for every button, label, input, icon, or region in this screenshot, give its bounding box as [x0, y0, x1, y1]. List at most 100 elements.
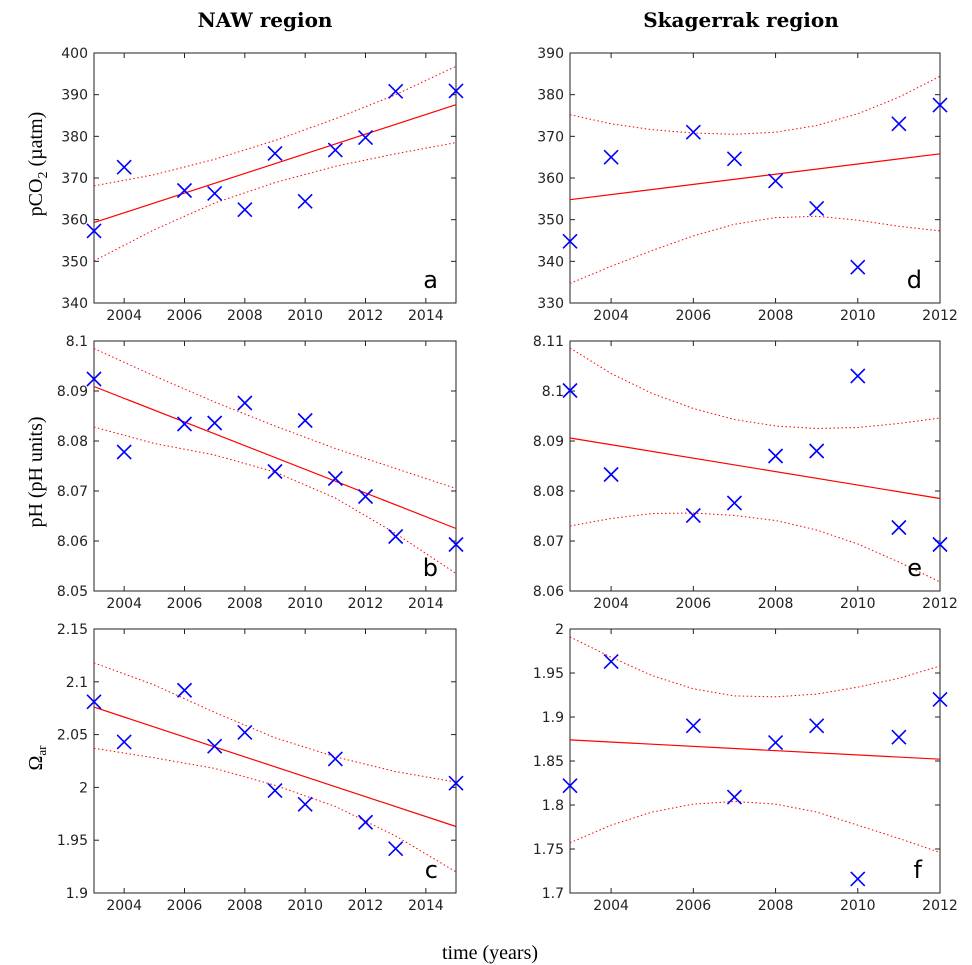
x-tick-label: 2004	[106, 898, 142, 914]
y-tick-label: 8.06	[57, 534, 88, 550]
panel-e: 2004 2006 2008 2010 2012 8.06 8.07 8.08 8.09 8.1 8…	[533, 334, 958, 612]
x-tick-label: 2006	[676, 308, 712, 324]
y-tick-label: 380	[537, 88, 564, 104]
data-point-marker	[448, 83, 464, 99]
x-tick-label: 2010	[287, 898, 323, 914]
panel-f: 2004 2006 2008 2010 2012 1.7 1.75 1.8 1.85 1.9 1.9…	[533, 622, 958, 914]
x-tick-label: 2008	[227, 308, 263, 324]
y-tick-label: 1.95	[533, 666, 564, 682]
axes-box-d	[569, 52, 941, 304]
data-point-marker	[388, 83, 404, 99]
y-tick-label: 8.09	[57, 384, 88, 400]
y-tick-label: 390	[537, 46, 564, 62]
data-point-marker	[726, 495, 743, 511]
data-point-marker	[116, 734, 132, 750]
x-tick-label: 2014	[408, 596, 444, 612]
data-point-marker	[297, 193, 313, 209]
data-point-marker	[86, 371, 102, 387]
y-tick-label: 2.1	[66, 675, 88, 691]
x-tick-label: 2004	[593, 308, 629, 324]
data-point-marker	[237, 395, 253, 411]
data-point-marker	[448, 536, 464, 553]
y-tick-label: 350	[537, 213, 564, 229]
data-point-marker	[327, 751, 343, 767]
y-tick-label: 1.9	[66, 886, 88, 902]
confidence-lower-line	[569, 512, 941, 583]
panel-c: 2004 2006 2008 2010 2012 2014 1.9 1.95 2 2.05 2.1 2…	[57, 622, 464, 914]
y-tick-label: 340	[537, 254, 564, 270]
data-point-marker	[891, 116, 907, 132]
data-point-marker	[726, 151, 743, 167]
x-tick-label: 2006	[676, 596, 712, 612]
data-point-marker	[207, 185, 223, 201]
data-point-marker	[237, 202, 253, 218]
y-axis-label-ph-main: pH (pH units)	[25, 416, 47, 527]
x-tick-label: 2008	[758, 596, 794, 612]
regression-line	[93, 104, 457, 224]
data-point-marker	[448, 775, 464, 791]
x-tick-label: 2012	[922, 596, 958, 612]
y-tick-label: 1.9	[542, 710, 564, 726]
data-point-marker	[207, 415, 223, 431]
data-point-marker	[176, 182, 193, 199]
x-tick-label: 2012	[348, 898, 384, 914]
y-tick-label: 1.8	[542, 798, 564, 814]
data-point-marker	[116, 444, 132, 460]
data-point-marker	[932, 536, 948, 553]
data-point-marker	[388, 841, 404, 857]
x-tick-label: 2008	[227, 596, 263, 612]
data-point-marker	[176, 416, 193, 432]
confidence-lower-line	[93, 426, 457, 574]
confidence-lower-line	[569, 215, 941, 284]
y-tick-label: 8.1	[66, 334, 88, 350]
data-point-marker	[603, 653, 619, 670]
x-tick-label: 2004	[593, 596, 629, 612]
data-point-marker	[767, 734, 784, 751]
data-point-marker	[767, 173, 784, 189]
y-axis-label-pco2-sub: 2	[36, 172, 51, 179]
data-point-marker	[809, 718, 825, 734]
y-tick-label: 8.11	[533, 334, 564, 350]
y-tick-label: 1.75	[533, 842, 564, 858]
panel-label-c: c	[425, 856, 438, 884]
y-tick-label: 380	[61, 129, 88, 145]
panel-label-f: f	[914, 856, 923, 884]
data-point-marker	[562, 233, 578, 249]
regression-line	[93, 706, 457, 828]
regression-line	[93, 385, 457, 530]
x-tick-label: 2004	[593, 898, 629, 914]
data-point-marker	[562, 778, 578, 794]
data-point-marker	[207, 738, 223, 754]
data-point-marker	[850, 259, 866, 275]
y-axis-label-omega-main: Ω	[25, 756, 47, 771]
panels: 2004 2006 2008 2010 2012 2014 340 350 360 370 380 3…	[57, 46, 958, 914]
data-point-marker	[891, 729, 907, 745]
svg-text:pH (pH units): pH (pH units)	[25, 416, 47, 527]
axes-box-b	[93, 340, 457, 592]
confidence-upper-line	[93, 348, 457, 489]
column-title-naw: NAW region	[198, 8, 333, 32]
y-tick-label: 1.95	[57, 833, 88, 849]
y-axis-label-omega-sub: ar	[34, 745, 49, 756]
y-tick-label: 390	[61, 88, 88, 104]
x-tick-label: 2014	[408, 898, 444, 914]
data-point-marker	[726, 789, 743, 805]
confidence-lower-line	[569, 800, 941, 853]
y-tick-label: 370	[61, 171, 88, 187]
data-point-marker	[850, 871, 866, 887]
x-tick-label: 2012	[922, 898, 958, 914]
axes-box-e	[569, 340, 941, 592]
panel-label-b: b	[423, 554, 438, 582]
data-point-marker	[267, 145, 283, 161]
data-point-marker	[685, 718, 701, 734]
data-point-marker	[267, 463, 283, 480]
regression-line	[569, 437, 941, 500]
regression-line	[569, 739, 941, 760]
x-tick-label: 2010	[840, 898, 876, 914]
x-tick-label: 2014	[408, 308, 444, 324]
data-point-marker	[327, 142, 343, 158]
data-point-marker	[176, 682, 193, 698]
confidence-upper-line	[93, 65, 457, 187]
y-tick-label: 2	[555, 622, 564, 638]
y-axis-label-omega: Ωar	[25, 745, 49, 771]
